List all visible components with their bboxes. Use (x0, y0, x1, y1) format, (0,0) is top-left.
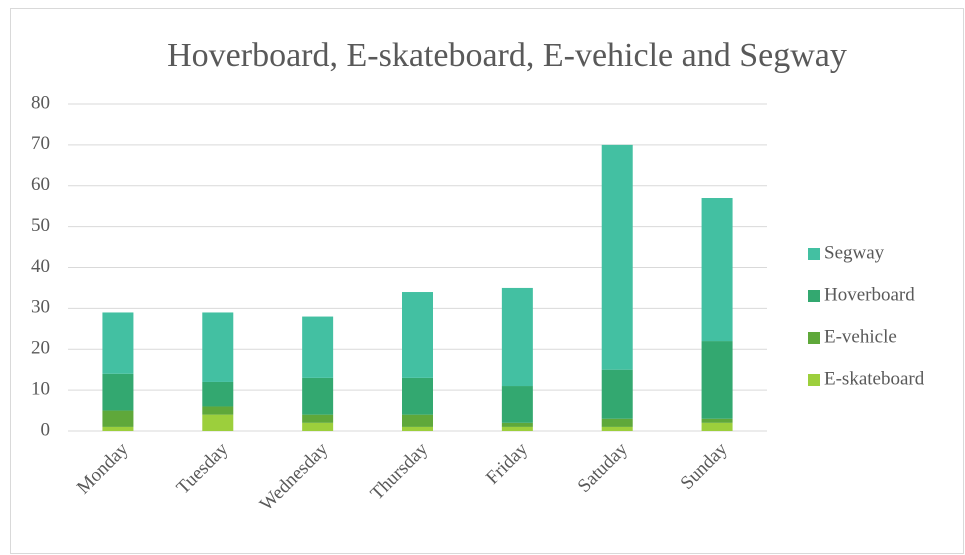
y-tick-label: 20 (31, 338, 50, 359)
bar-segment (601, 144, 633, 370)
y-tick-label: 70 (31, 133, 50, 154)
bar-segment (202, 406, 234, 415)
bar-segment (501, 422, 533, 427)
chart-frame (10, 8, 964, 554)
bar-segment (402, 426, 433, 431)
legend-label: Hoverboard (824, 284, 915, 305)
bar-segment (701, 341, 733, 419)
y-tick-label: 40 (31, 256, 50, 277)
legend-swatch (808, 374, 820, 386)
bar-segment (601, 426, 633, 431)
y-tick-label: 0 (41, 419, 51, 440)
bar-segment (202, 312, 234, 382)
bar-segment (102, 373, 134, 411)
legend-swatch (808, 290, 820, 302)
bar-segment (202, 414, 234, 431)
legend-label: E-vehicle (824, 326, 897, 347)
y-tick-label: 50 (31, 215, 50, 236)
bar-segment (302, 414, 334, 423)
bar-segment (601, 369, 633, 419)
bar-segment (701, 198, 733, 342)
bar-segment (302, 316, 334, 378)
bar-segment (102, 426, 134, 431)
bar-segment (402, 414, 433, 427)
y-tick-label: 60 (31, 174, 50, 195)
legend-label: E-skateboard (824, 368, 925, 389)
bar-segment (102, 410, 134, 427)
bar-segment (402, 377, 433, 415)
bar-segment (302, 422, 334, 431)
bar-segment (501, 386, 533, 423)
bar-segment (302, 377, 334, 415)
bar-segment (402, 292, 433, 378)
bar-segment (202, 381, 234, 407)
bar-segment (701, 418, 733, 423)
legend-swatch (808, 332, 820, 344)
y-tick-label: 30 (31, 297, 50, 318)
bar-segment (701, 422, 733, 431)
bar-segment (501, 426, 533, 431)
y-tick-label: 80 (31, 92, 50, 113)
y-tick-label: 10 (31, 378, 50, 399)
legend-label: Segway (824, 242, 885, 263)
bar-segment (501, 287, 533, 387)
chart-title: Hoverboard, E-skateboard, E-vehicle and … (167, 37, 847, 74)
bar-segment (601, 418, 633, 427)
bar-segment (102, 312, 134, 374)
legend-swatch (808, 248, 820, 260)
